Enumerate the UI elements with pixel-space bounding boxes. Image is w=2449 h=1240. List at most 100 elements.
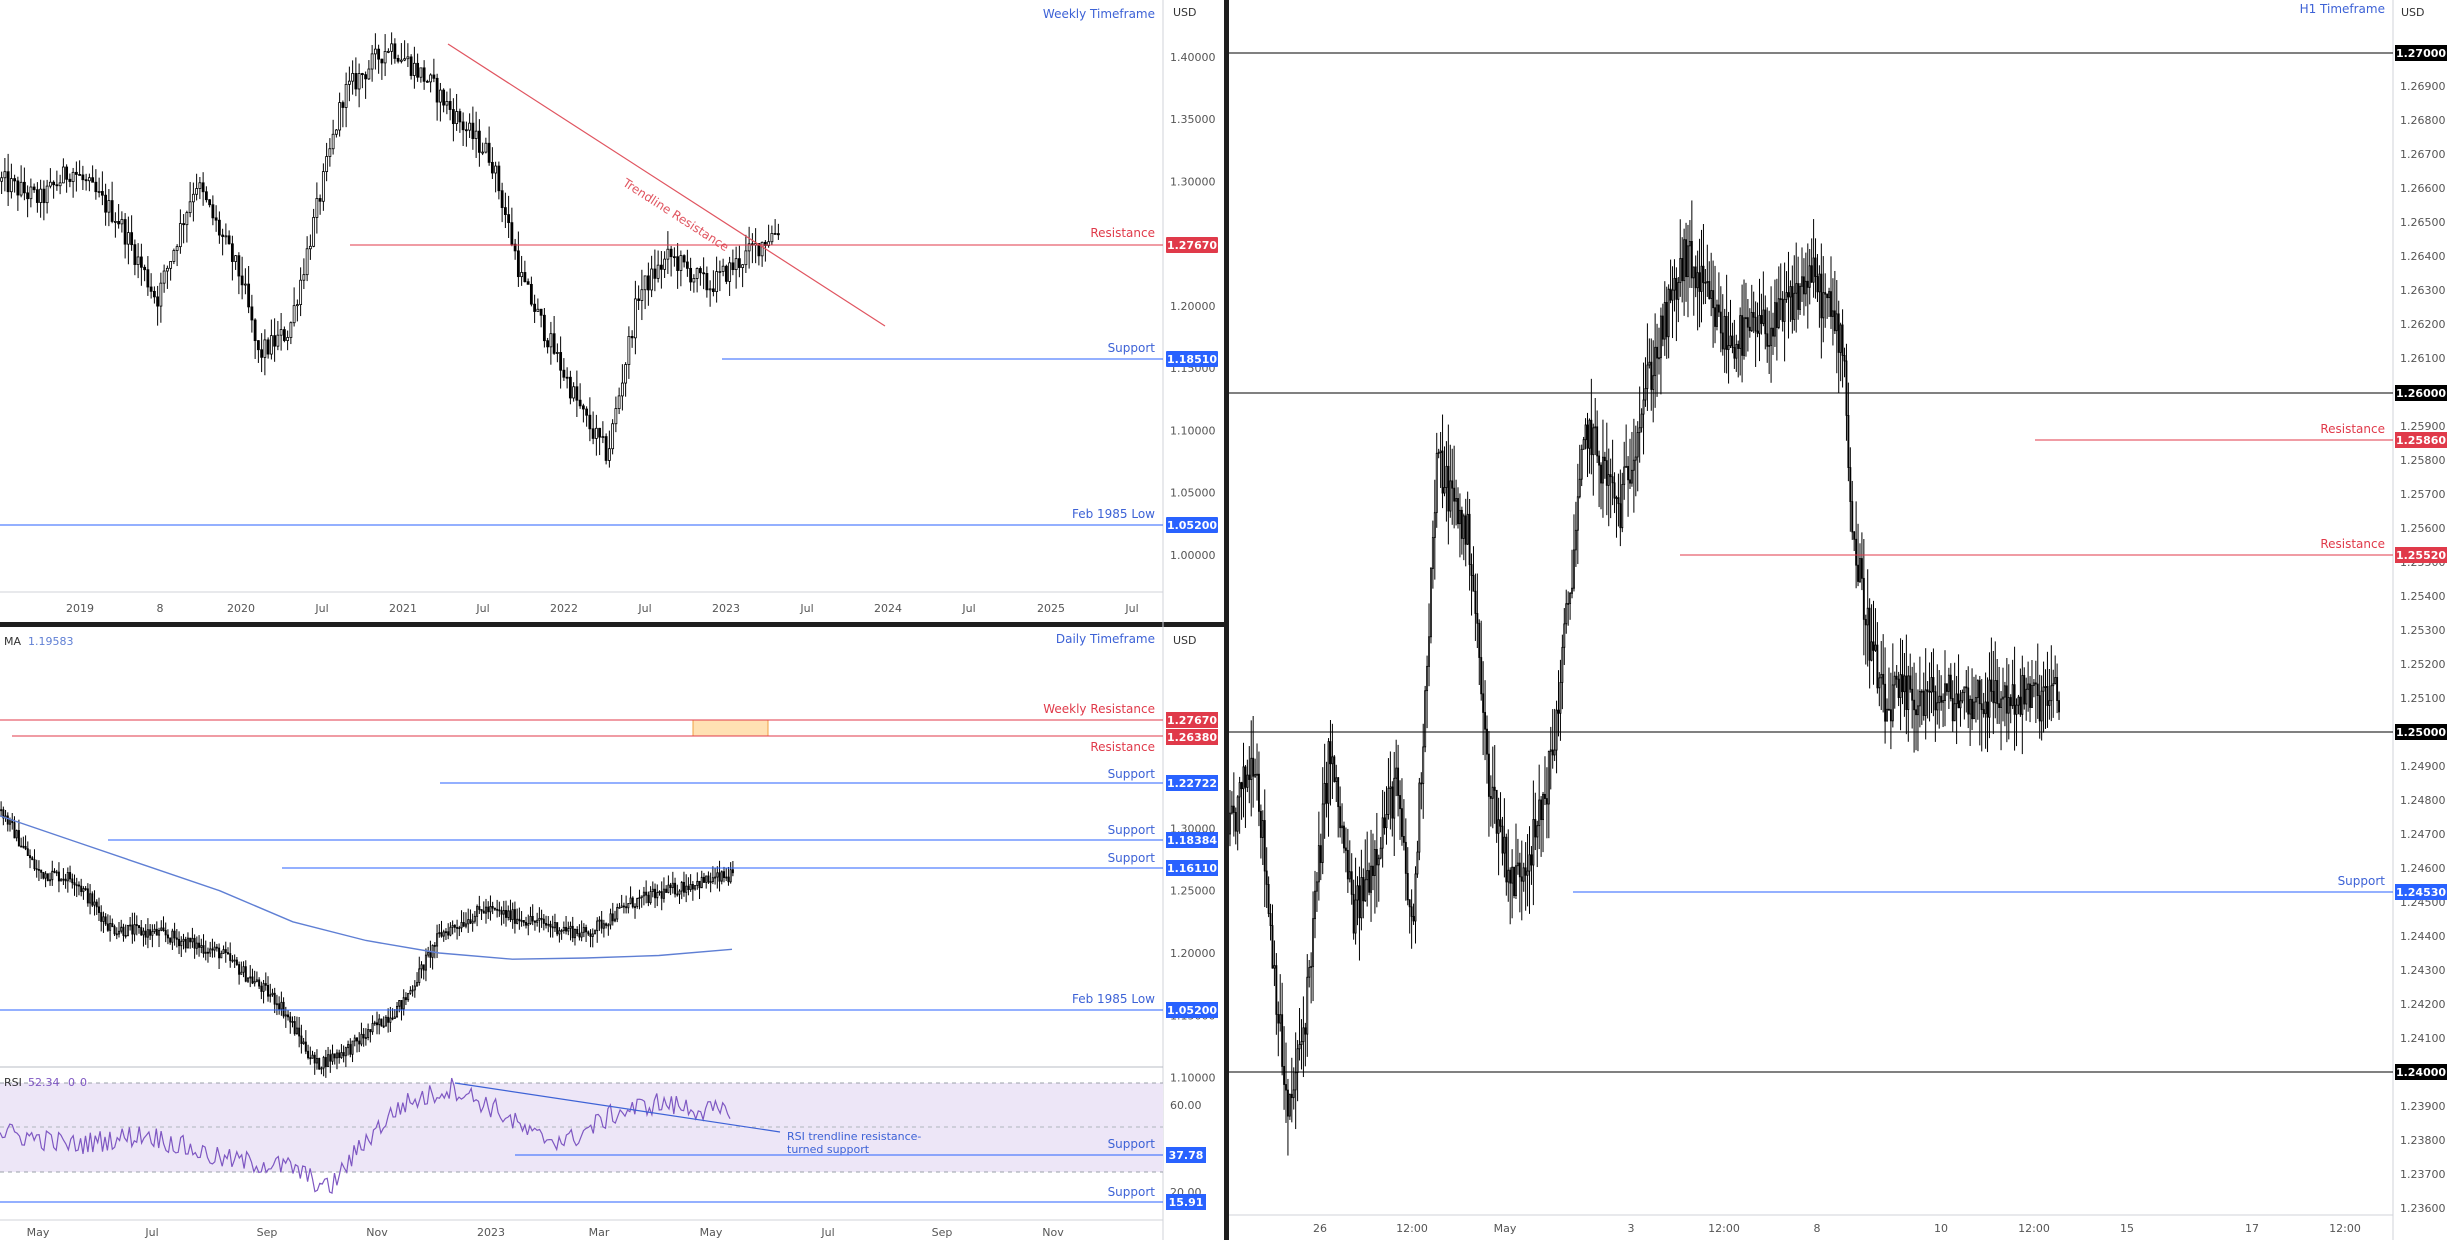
candle-body: [295, 1027, 298, 1035]
candle-body: [1752, 312, 1755, 318]
candle-body: [1491, 786, 1494, 799]
candle-body: [347, 80, 351, 85]
daily-resistance-zone[interactable]: [692, 719, 769, 737]
time-tick-label: Sep: [257, 1226, 278, 1239]
candle-body: [1356, 885, 1359, 901]
candle-body: [1402, 836, 1405, 843]
price-tick-label: 1.20000: [1170, 300, 1216, 313]
candle-body: [502, 909, 505, 915]
candle-body: [327, 1054, 330, 1067]
candle-body: [669, 884, 672, 889]
candle-body: [1955, 693, 1958, 705]
weekly-chart-panel[interactable]: Trendline Resistance Resistance Support …: [0, 0, 1218, 615]
candle-body: [1623, 466, 1626, 485]
candle-body: [1385, 813, 1388, 829]
candle-body: [1826, 293, 1829, 299]
daily-time-axis[interactable]: May Jul Sep Nov 2023 Mar May Jul Sep Nov: [27, 1226, 1065, 1239]
candle-body: [289, 1016, 292, 1023]
h1-price-125520: 1.25520: [2396, 549, 2446, 562]
candle-body: [1458, 509, 1461, 525]
candle-body: [1232, 805, 1235, 813]
candle-body: [377, 48, 381, 60]
candle-body: [169, 937, 172, 943]
candle-body: [380, 1018, 383, 1027]
candle-body: [158, 929, 161, 936]
h1-chart-panel[interactable]: Resistance Resistance Support H1 Timefra…: [1229, 2, 2447, 1235]
candle-body: [1789, 286, 1792, 298]
candle-body: [95, 901, 98, 908]
candle-body: [429, 951, 432, 958]
candle-body: [1833, 310, 1836, 332]
rsi-support-label-2: Support: [1108, 1185, 1156, 1199]
candle-body: [496, 908, 499, 911]
candle-body: [744, 250, 748, 266]
candle-body: [662, 888, 665, 899]
candle-body: [2034, 682, 2037, 685]
h1-price-axis[interactable]: 1.26900 1.26800 1.26700 1.26600 1.26500 1.264…: [2400, 80, 2446, 1215]
candle-body: [1996, 680, 1999, 705]
candle-body: [689, 884, 692, 890]
candle-body: [0, 177, 4, 182]
weekly-time-axis[interactable]: 2019 8 2020 Jul 2021 Jul 2022 Jul 2023 Jul 2024 Jul…: [66, 602, 1139, 615]
candle-body: [406, 56, 410, 60]
candle-body: [600, 919, 603, 929]
candle-body: [1667, 288, 1670, 338]
candle-body: [373, 1022, 376, 1025]
candle-body: [1308, 967, 1311, 978]
candle-body: [1994, 680, 1997, 704]
candle-body: [122, 926, 125, 936]
candle-body: [451, 109, 455, 125]
candle-body: [1578, 478, 1581, 498]
candle-body: [1366, 870, 1369, 881]
candle-body: [1760, 315, 1763, 324]
rsi-line: [0, 1077, 731, 1194]
h1-price-126000: 1.26000: [2396, 387, 2446, 400]
price-tick-label: 1.35000: [1170, 113, 1216, 126]
candle-body: [1762, 309, 1765, 324]
candle-body: [1793, 292, 1796, 320]
candle-body: [481, 151, 485, 154]
candle-body: [139, 256, 143, 268]
candle-body: [135, 924, 138, 927]
candle-body: [391, 1017, 394, 1020]
candle-body: [113, 926, 116, 935]
candle-body: [389, 1017, 392, 1023]
candle-body: [556, 922, 559, 935]
candle-body: [1642, 399, 1645, 415]
price-tick-label: 1.20000: [1170, 947, 1216, 960]
candle-body: [215, 946, 218, 949]
candle-body: [390, 43, 394, 52]
candle-body: [291, 1021, 294, 1023]
candle-body: [1924, 689, 1927, 716]
price-tick-label: 1.24600: [2400, 862, 2446, 875]
candle-body: [560, 930, 563, 932]
candle-body: [1928, 690, 1931, 693]
panel-divider-horizontal[interactable]: [0, 622, 1224, 627]
candle-body: [1710, 290, 1713, 299]
candle-body: [396, 1005, 399, 1018]
candle-body: [573, 928, 576, 939]
candle-body: [1866, 607, 1869, 626]
candle-body: [1801, 276, 1803, 287]
candle-body: [2050, 685, 2053, 702]
candle-body: [1487, 753, 1490, 797]
candle-body: [1545, 798, 1548, 805]
candle-body: [1748, 326, 1751, 332]
candle-body: [1588, 419, 1591, 449]
daily-chart-panel[interactable]: Weekly Resistance Resistance Support Sup…: [0, 632, 1218, 1239]
candle-body: [1700, 265, 1703, 292]
rsi-support-value-2: 15.91: [1169, 1196, 1204, 1209]
h1-time-axis[interactable]: 26 12:00 May 3 12:00 8 10 12:00 15 17 12:00: [1313, 1222, 2361, 1235]
candle-body: [1447, 465, 1450, 512]
candle-body: [2011, 684, 2014, 707]
panel-divider-vertical[interactable]: [1224, 0, 1229, 1240]
candle-body: [129, 924, 132, 927]
candle-body: [367, 68, 371, 80]
candle-body: [1372, 865, 1374, 876]
candle-body: [1903, 675, 1906, 693]
candle-body: [1917, 705, 1919, 716]
candle-body: [585, 927, 588, 933]
candle-body: [1574, 529, 1577, 551]
candle-body: [71, 171, 75, 182]
candle-body: [2031, 685, 2033, 708]
